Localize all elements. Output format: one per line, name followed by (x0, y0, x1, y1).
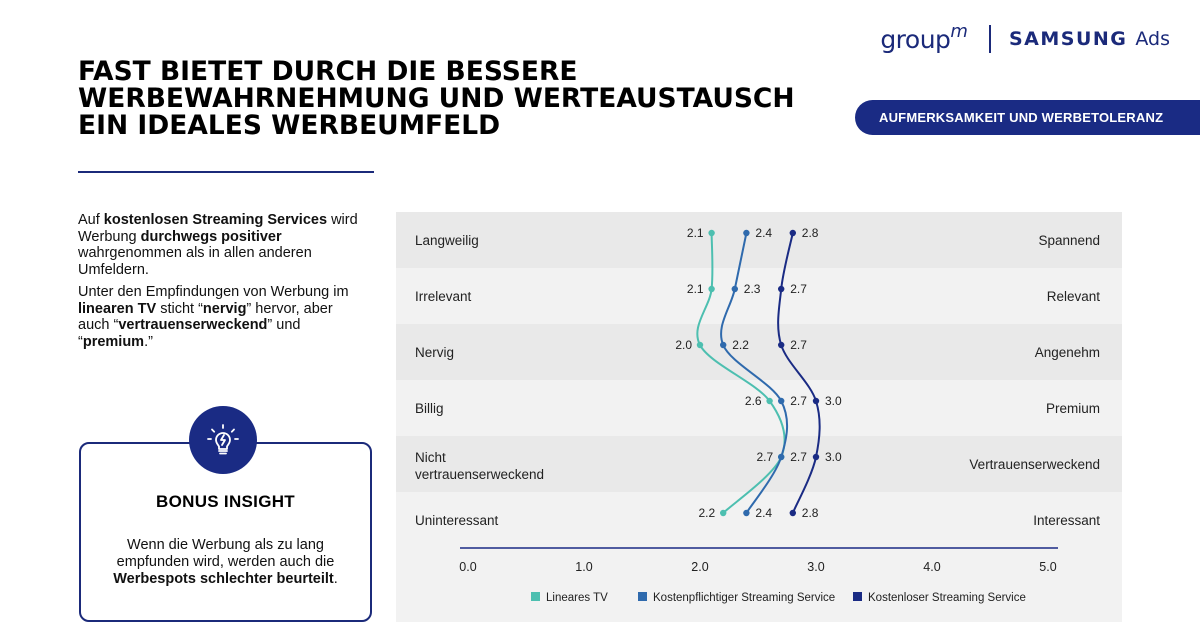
row-label-left: Nicht vertrauenserweckend (415, 450, 544, 482)
intro-paragraph-2: Unter den Empfindungen von Werbung im li… (78, 284, 349, 350)
legend-swatch (531, 592, 540, 601)
x-tick-label: 4.0 (923, 560, 940, 574)
data-point (720, 509, 727, 517)
data-label: 2.3 (744, 282, 761, 296)
x-tick-label: 2.0 (691, 560, 708, 574)
row-label-right: Angenehm (1035, 345, 1100, 360)
data-label: 3.0 (825, 450, 842, 464)
row-band (396, 324, 1122, 380)
row-band (396, 212, 1122, 268)
data-point (778, 453, 785, 461)
data-point (708, 229, 715, 237)
semantic-differential-chart: Langweilig Spannend Irrelevant Relevant Nerv… (396, 212, 1122, 604)
row-label-left: Langweilig (415, 233, 479, 248)
row-label-left: Nervig (415, 345, 454, 360)
data-point (789, 229, 796, 237)
intro-paragraph-1: Auf kostenlosen Streaming Services wird … (78, 212, 358, 278)
data-point (766, 397, 773, 405)
chart-panel: Langweilig Spannend Irrelevant Relevant Nerv… (396, 212, 1122, 622)
data-label: 2.1 (687, 226, 704, 240)
row-label-left: Billig (415, 401, 444, 416)
x-tick-label: 3.0 (807, 560, 824, 574)
data-label: 2.0 (675, 338, 692, 352)
data-point (812, 453, 820, 461)
x-tick-label: 1.0 (575, 560, 592, 574)
brand-logos: groupm SAMSUNG Ads (880, 20, 1170, 56)
groupm-logo: groupm (880, 20, 968, 54)
logo-divider (989, 25, 991, 53)
page-title-line-3: EIN IDEALES WERBEUMFELD (78, 110, 501, 141)
data-label: 2.2 (699, 506, 716, 520)
samsung-logo: SAMSUNG (1008, 28, 1128, 50)
lightbulb-icon (189, 406, 257, 474)
row-label-right: Relevant (1047, 289, 1101, 304)
data-point (743, 509, 750, 517)
data-point (778, 397, 785, 405)
row-label-left: Uninteressant (415, 513, 499, 528)
title-divider (78, 171, 374, 173)
row-label-right: Interessant (1033, 513, 1100, 528)
row-label-right: Spannend (1038, 233, 1100, 248)
row-label-left: Irrelevant (415, 289, 472, 304)
data-point (720, 341, 727, 349)
bonus-text: Wenn die Werbung als zu lang empfunden w… (113, 537, 338, 587)
data-point (778, 341, 785, 349)
page-title-line-1: FAST BIETET DURCH DIE BESSERE (78, 56, 578, 87)
data-label: 2.6 (745, 394, 762, 408)
row-label-right: Premium (1046, 401, 1100, 416)
data-point (789, 509, 796, 517)
series-line (777, 232, 821, 514)
data-point (812, 397, 820, 405)
data-label: 2.7 (790, 338, 807, 352)
data-label: 2.2 (732, 338, 749, 352)
legend-label: Lineares TV (546, 592, 608, 604)
legend-swatch (853, 592, 862, 601)
data-point (696, 341, 704, 349)
data-label: 2.8 (802, 506, 819, 520)
intro-text: Auf kostenlosen Streaming Services wird … (78, 212, 363, 356)
data-point (708, 285, 715, 293)
ads-logo-text: Ads (1135, 28, 1170, 50)
data-label: 2.1 (687, 282, 704, 296)
data-label: 2.7 (790, 282, 807, 296)
data-label: 2.7 (790, 450, 807, 464)
data-label: 3.0 (825, 394, 842, 408)
data-label: 2.8 (802, 226, 819, 240)
data-label: 2.7 (757, 450, 774, 464)
row-label-right: Vertrauenserweckend (969, 457, 1100, 472)
page-title: FAST BIETET DURCH DIE BESSERE WERBEWAHRN… (78, 58, 838, 139)
x-tick-label: 0.0 (459, 560, 476, 574)
x-tick-label: 5.0 (1039, 560, 1056, 574)
data-point (778, 285, 785, 293)
data-point (743, 229, 750, 237)
data-label: 2.4 (755, 506, 772, 520)
data-point (731, 285, 738, 293)
page-title-line-2: WERBEWAHRNEHMUNG UND WERTEAUSTAUSCH (78, 83, 795, 114)
section-badge: AUFMERKSAMKEIT UND WERBETOLERANZ (855, 100, 1200, 135)
data-label: 2.7 (790, 394, 807, 408)
legend-label: Kostenloser Streaming Service (868, 592, 1026, 604)
legend-label: Kostenpflichtiger Streaming Service (653, 592, 835, 604)
data-label: 2.4 (755, 226, 772, 240)
legend-swatch (638, 592, 647, 601)
bonus-title: BONUS INSIGHT (156, 492, 295, 511)
